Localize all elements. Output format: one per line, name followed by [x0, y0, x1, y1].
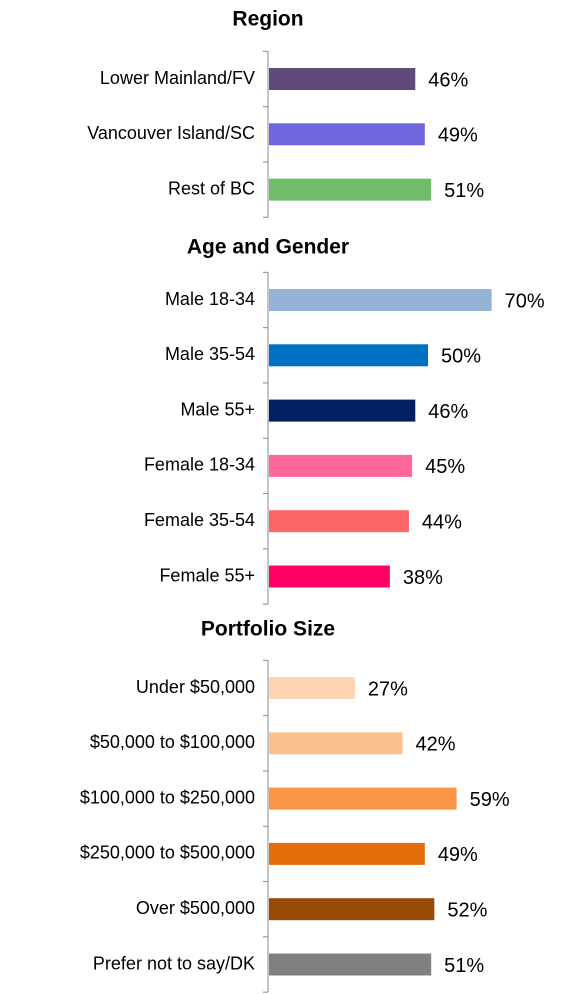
bar: [269, 399, 416, 422]
bar: [269, 732, 403, 755]
category-label: Female 55+: [159, 565, 255, 585]
category-label: $100,000 to $250,000: [80, 787, 255, 807]
bar: [269, 178, 432, 201]
category-label: Female 35-54: [144, 510, 255, 530]
value-label: 38%: [403, 567, 443, 589]
bar: [269, 953, 432, 976]
value-label: 70%: [505, 290, 545, 312]
value-label: 46%: [428, 401, 468, 423]
value-label: 50%: [441, 346, 481, 368]
category-label: Over $500,000: [136, 898, 255, 918]
category-label: Male 55+: [180, 399, 255, 419]
bar: [269, 68, 416, 90]
value-label: 45%: [425, 456, 465, 478]
bar: [269, 123, 425, 146]
category-label: Lower Mainland/FV: [100, 68, 255, 88]
bar: [269, 454, 413, 477]
bar: [269, 289, 492, 311]
bar: [269, 842, 425, 865]
category-label: Male 35-54: [165, 344, 255, 364]
chart-title: Age and Gender: [187, 236, 349, 259]
bar: [269, 787, 457, 810]
category-label: Male 18-34: [165, 289, 255, 309]
bar: [269, 565, 390, 588]
bar: [269, 344, 428, 367]
category-label: Vancouver Island/SC: [87, 123, 255, 143]
bar: [269, 898, 435, 921]
value-label: 49%: [438, 125, 478, 147]
chart-title: Region: [232, 8, 303, 31]
category-label: Female 18-34: [144, 455, 255, 475]
category-label: Under $50,000: [136, 677, 255, 697]
value-label: 46%: [428, 69, 468, 91]
value-label: 42%: [416, 734, 456, 756]
value-label: 51%: [444, 180, 484, 202]
bar: [269, 510, 409, 533]
value-label: 27%: [368, 678, 408, 700]
category-label: $250,000 to $500,000: [80, 843, 255, 863]
bar: [269, 677, 355, 699]
category-label: Prefer not to say/DK: [93, 953, 255, 973]
value-label: 51%: [444, 955, 484, 977]
category-label: $50,000 to $100,000: [90, 732, 255, 752]
chart-title: Portfolio Size: [201, 618, 335, 641]
category-label: Rest of BC: [168, 178, 255, 198]
value-label: 59%: [470, 789, 510, 811]
value-label: 49%: [438, 844, 478, 866]
value-label: 44%: [422, 511, 462, 533]
value-label: 52%: [447, 899, 487, 921]
